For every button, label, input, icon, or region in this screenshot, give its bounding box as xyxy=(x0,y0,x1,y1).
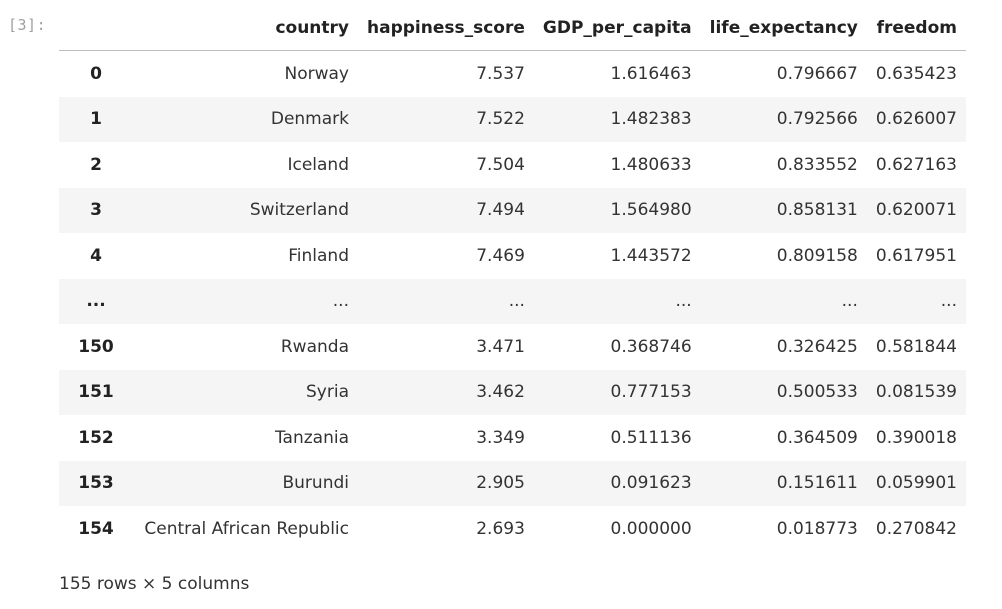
cell-gdp-per-capita: 1.480633 xyxy=(610,154,692,175)
row-index: 154 xyxy=(78,518,114,539)
cell-life-expectancy: 0.151611 xyxy=(776,473,858,494)
cell-freedom: 0.635423 xyxy=(875,63,957,84)
cell-happiness-score: 2.905 xyxy=(476,473,525,494)
cell-life-expectancy: 0.796667 xyxy=(776,63,858,84)
cell-happiness-score: 3.462 xyxy=(476,382,525,403)
cell-gdp-per-capita: 0.000000 xyxy=(610,518,692,539)
table-row: 150 Rwanda 3.471 0.368746 0.326425 0.581… xyxy=(59,324,966,370)
cell-country: Central African Republic xyxy=(144,518,349,539)
cell-life-expectancy: 0.858131 xyxy=(776,200,858,221)
cell-gdp-per-capita: 1.564980 xyxy=(610,200,692,221)
cell-gdp-per-capita: 0.368746 xyxy=(610,336,692,357)
row-index: 3 xyxy=(90,200,102,221)
header-row: country happiness_score GDP_per_capita l… xyxy=(59,5,966,51)
cell-freedom: 0.081539 xyxy=(875,382,957,403)
cell-country: Syria xyxy=(306,382,349,403)
row-index: 0 xyxy=(90,63,102,84)
cell-freedom: 0.059901 xyxy=(875,473,957,494)
cell-life-expectancy: 0.792566 xyxy=(776,109,858,130)
cell-freedom: 0.581844 xyxy=(875,336,957,357)
row-index: 151 xyxy=(78,382,114,403)
cell-country: Iceland xyxy=(287,154,349,175)
table-row: 4 Finland 7.469 1.443572 0.809158 0.6179… xyxy=(59,233,966,279)
cell-freedom: 0.627163 xyxy=(875,154,957,175)
table-header: country happiness_score GDP_per_capita l… xyxy=(59,5,966,51)
cell-life-expectancy: 0.326425 xyxy=(776,336,858,357)
cell-gdp-per-capita: 1.443572 xyxy=(610,245,692,266)
cell-happiness-score: 7.469 xyxy=(476,245,525,266)
cell-country: ... xyxy=(332,291,349,312)
table-row: 154 Central African Republic 2.693 0.000… xyxy=(59,506,966,552)
cell-freedom: 0.617951 xyxy=(875,245,957,266)
cell-country: Burundi xyxy=(282,473,350,494)
row-index: 4 xyxy=(90,245,102,266)
cell-country: Rwanda xyxy=(280,336,349,357)
row-index: 1 xyxy=(90,109,102,130)
row-index: 152 xyxy=(78,427,114,448)
table-body: 0 Norway 7.537 1.616463 0.796667 0.63542… xyxy=(59,51,966,552)
column-header-happiness-score: happiness_score xyxy=(358,5,534,51)
column-header-gdp-per-capita: GDP_per_capita xyxy=(533,5,701,51)
cell-country: Norway xyxy=(284,63,350,84)
cell-life-expectancy: 0.833552 xyxy=(776,154,858,175)
column-header-life-expectancy: life_expectancy xyxy=(700,5,867,51)
row-index: 2 xyxy=(90,154,102,175)
cell-happiness-score: 7.494 xyxy=(476,200,525,221)
cell-happiness-score: 7.504 xyxy=(476,154,525,175)
cell-life-expectancy: ... xyxy=(841,291,858,312)
cell-freedom: ... xyxy=(940,291,957,312)
cell-freedom: 0.620071 xyxy=(875,200,957,221)
cell-happiness-score: 7.522 xyxy=(476,109,525,130)
cell-country: Denmark xyxy=(270,109,349,130)
cell-country: Tanzania xyxy=(274,427,349,448)
table-row: 153 Burundi 2.905 0.091623 0.151611 0.05… xyxy=(59,460,966,506)
cell-execution-prompt: [3]: xyxy=(8,16,47,34)
column-header-freedom: freedom xyxy=(866,5,966,51)
cell-gdp-per-capita: ... xyxy=(675,291,692,312)
cell-life-expectancy: 0.809158 xyxy=(776,245,858,266)
table-row: 3 Switzerland 7.494 1.564980 0.858131 0.… xyxy=(59,187,966,233)
cell-country: Finland xyxy=(288,245,349,266)
cell-gdp-per-capita: 0.777153 xyxy=(610,382,692,403)
cell-life-expectancy: 0.018773 xyxy=(776,518,858,539)
cell-freedom: 0.626007 xyxy=(875,109,957,130)
cell-happiness-score: 3.471 xyxy=(476,336,525,357)
cell-gdp-per-capita: 0.511136 xyxy=(610,427,692,448)
cell-life-expectancy: 0.364509 xyxy=(776,427,858,448)
column-header-country: country xyxy=(133,5,358,51)
ellipsis-row: ... ... ... ... ... ... xyxy=(59,278,966,324)
row-index: ... xyxy=(86,291,106,312)
row-index: 150 xyxy=(78,336,114,357)
table-row: 1 Denmark 7.522 1.482383 0.792566 0.6260… xyxy=(59,96,966,142)
cell-life-expectancy: 0.500533 xyxy=(776,382,858,403)
cell-freedom: 0.270842 xyxy=(875,518,957,539)
table-row: 0 Norway 7.537 1.616463 0.796667 0.63542… xyxy=(59,51,966,97)
index-header xyxy=(59,5,133,51)
cell-happiness-score: 2.693 xyxy=(476,518,525,539)
table-row: 2 Iceland 7.504 1.480633 0.833552 0.6271… xyxy=(59,142,966,188)
cell-freedom: 0.390018 xyxy=(875,427,957,448)
table-row: 152 Tanzania 3.349 0.511136 0.364509 0.3… xyxy=(59,415,966,461)
cell-gdp-per-capita: 0.091623 xyxy=(610,473,692,494)
dataframe-shape-summary: 155 rows × 5 columns xyxy=(59,574,250,594)
cell-happiness-score: 7.537 xyxy=(476,63,525,84)
cell-gdp-per-capita: 1.616463 xyxy=(610,63,692,84)
table-row: 151 Syria 3.462 0.777153 0.500533 0.0815… xyxy=(59,369,966,415)
dataframe-table: country happiness_score GDP_per_capita l… xyxy=(59,5,966,552)
cell-country: Switzerland xyxy=(249,200,349,221)
cell-happiness-score: 3.349 xyxy=(476,427,525,448)
row-index: 153 xyxy=(78,473,114,494)
dataframe-output: country happiness_score GDP_per_capita l… xyxy=(59,5,966,552)
cell-happiness-score: ... xyxy=(508,291,525,312)
cell-gdp-per-capita: 1.482383 xyxy=(610,109,692,130)
